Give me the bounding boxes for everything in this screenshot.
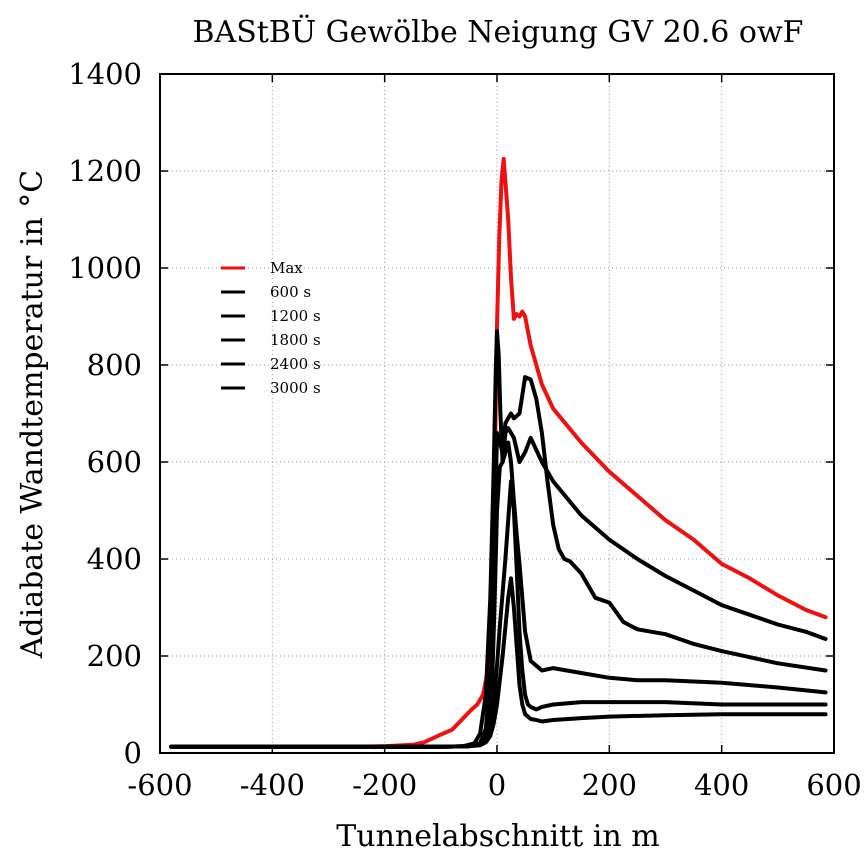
legend-label: 1200 s bbox=[270, 307, 321, 325]
y-tick-label: 600 bbox=[87, 445, 142, 479]
series-line-2 bbox=[169, 329, 828, 749]
legend: Max 600 s 1200 s 1800 s 2400 s 3000 s bbox=[221, 259, 321, 397]
x-tick-label: 600 bbox=[806, 768, 861, 802]
legend-label: 600 s bbox=[270, 283, 311, 301]
legend-label: 2400 s bbox=[270, 355, 321, 373]
y-tick-label: 400 bbox=[87, 542, 142, 576]
x-tick-label: 0 bbox=[488, 768, 506, 802]
legend-label: 1800 s bbox=[270, 331, 321, 349]
x-axis-label: Tunnelabschnitt in m bbox=[336, 819, 659, 854]
y-tick-label: 1200 bbox=[68, 154, 142, 188]
legend-label: 3000 s bbox=[270, 379, 321, 397]
legend-label: Max bbox=[270, 259, 303, 277]
y-axis-label: Adiabate Wandtemperatur in °C bbox=[15, 170, 50, 660]
chart-title: BAStBÜ Gewölbe Neigung GV 20.6 owF bbox=[193, 14, 804, 50]
y-tick-label: 0 bbox=[124, 736, 142, 770]
series-line-6 bbox=[169, 576, 828, 749]
y-tick-label: 1000 bbox=[68, 251, 142, 285]
series-line-3 bbox=[169, 375, 828, 749]
y-tick-label: 800 bbox=[87, 348, 142, 382]
series-line-1 bbox=[169, 156, 828, 749]
axes: -600 -400 -200 0 200 400 600 0 200 400 600 800 1000 1… bbox=[68, 57, 861, 802]
x-tick-label: -400 bbox=[240, 768, 305, 802]
y-tick-label: 1400 bbox=[68, 57, 142, 91]
y-tick-label: 200 bbox=[87, 639, 142, 673]
plot-area bbox=[169, 156, 828, 749]
x-tick-label: -200 bbox=[352, 768, 417, 802]
x-tick-label: -600 bbox=[127, 768, 192, 802]
x-tick-label: 400 bbox=[694, 768, 749, 802]
x-tick-label: 200 bbox=[582, 768, 637, 802]
